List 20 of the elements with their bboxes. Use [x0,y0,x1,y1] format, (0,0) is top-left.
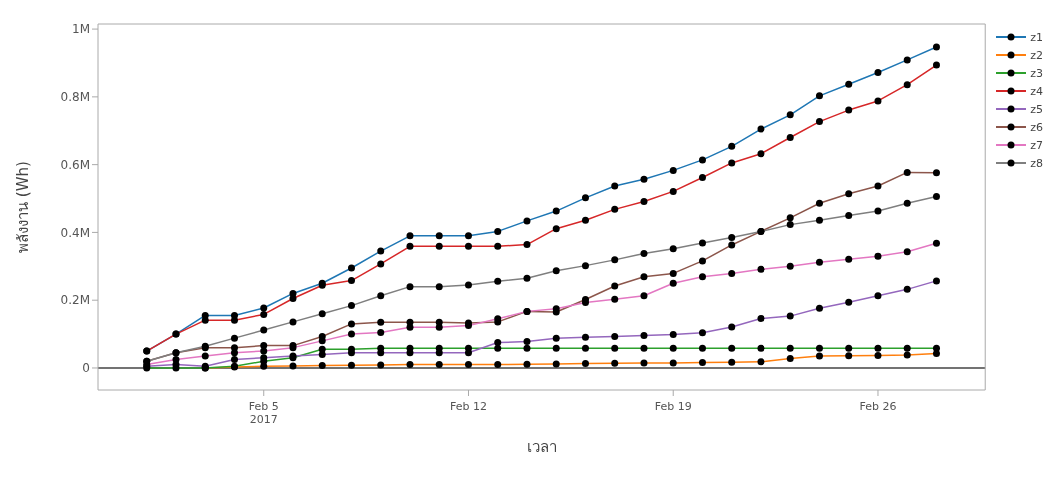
y-axis-title: พลังงาน (Wh) [14,161,33,253]
x-tick-label: Feb 26 [859,400,897,413]
legend-label: z7 [1030,138,1043,152]
legend-label: z3 [1030,66,1043,80]
y-tick-label: 1M [72,22,90,37]
x-tick-label: Feb 5 2017 [248,400,279,426]
y-tick-label: 0.6M [60,157,90,172]
legend-label: z2 [1030,48,1043,62]
x-tick-label: Feb 12 [449,400,487,413]
legend-label: z4 [1030,84,1043,98]
y-tick-label: 0.4M [60,225,90,240]
x-tick-label: Feb 19 [654,400,692,413]
legend-label: z5 [1030,102,1043,116]
legend-label: z8 [1030,156,1043,170]
legend-label: z1 [1030,30,1043,44]
legend-label: z6 [1030,120,1043,134]
x-axis-title: เวลา [526,438,557,456]
y-tick-label: 0.8M [60,90,90,105]
y-tick-label: 0.2M [60,293,90,308]
y-tick-label: 0 [82,361,90,376]
